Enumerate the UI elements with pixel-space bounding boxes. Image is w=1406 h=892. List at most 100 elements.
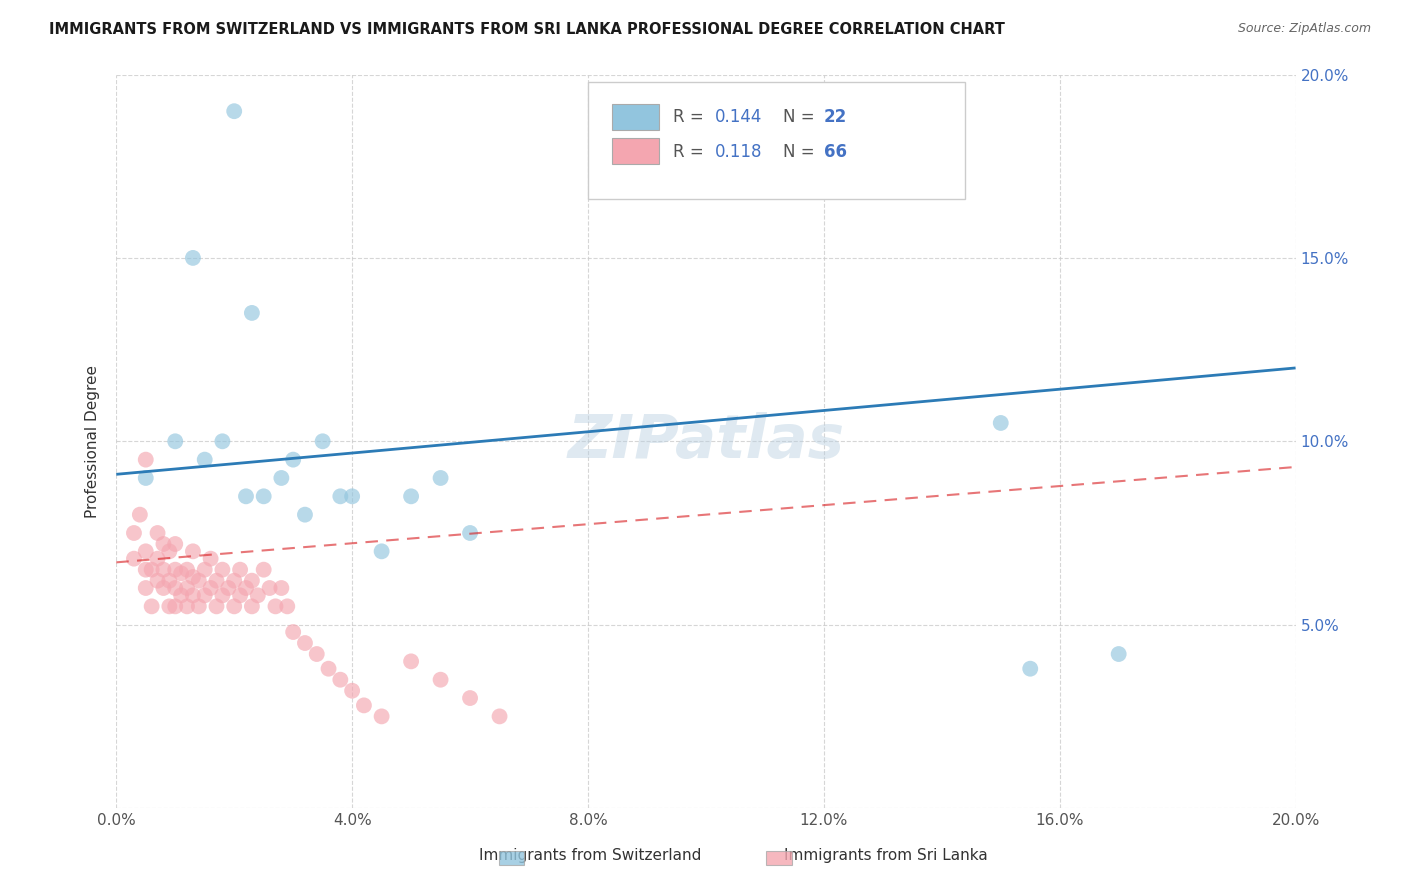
Point <box>194 563 217 577</box>
Point <box>135 471 157 485</box>
Text: 66: 66 <box>824 143 846 161</box>
Point <box>264 599 287 614</box>
Point <box>146 551 169 566</box>
Point <box>211 434 233 449</box>
Point <box>329 673 352 687</box>
Text: N =: N = <box>783 108 820 126</box>
Point <box>122 526 145 541</box>
Point <box>235 581 257 595</box>
Text: Immigrants from Sri Lanka: Immigrants from Sri Lanka <box>785 848 987 863</box>
Point <box>294 636 316 650</box>
Point <box>318 662 340 676</box>
Point <box>135 563 157 577</box>
Point <box>229 588 252 602</box>
Point <box>217 581 239 595</box>
Point <box>200 581 222 595</box>
Point <box>488 709 510 723</box>
Point <box>152 563 174 577</box>
Point <box>141 563 163 577</box>
Point <box>135 581 157 595</box>
Point <box>205 574 228 588</box>
Point <box>135 544 157 558</box>
Point <box>176 599 198 614</box>
Point <box>329 489 352 503</box>
Point <box>283 625 305 640</box>
Point <box>170 588 193 602</box>
Point <box>157 544 180 558</box>
Point <box>305 647 328 661</box>
Point <box>1019 662 1042 676</box>
Point <box>240 306 263 320</box>
Point <box>181 544 204 558</box>
Point <box>458 691 481 706</box>
Point <box>353 698 375 713</box>
Point <box>229 563 252 577</box>
Text: R =: R = <box>673 143 709 161</box>
Point <box>165 599 187 614</box>
Text: 22: 22 <box>824 108 846 126</box>
Point <box>253 489 276 503</box>
Text: Source: ZipAtlas.com: Source: ZipAtlas.com <box>1237 22 1371 36</box>
FancyBboxPatch shape <box>588 82 966 199</box>
Point <box>224 104 246 119</box>
Point <box>399 489 422 503</box>
Point <box>235 489 257 503</box>
Point <box>429 673 451 687</box>
Point <box>122 551 145 566</box>
Point <box>165 563 187 577</box>
Point <box>165 581 187 595</box>
Point <box>370 544 392 558</box>
Point <box>211 563 233 577</box>
FancyBboxPatch shape <box>612 103 659 129</box>
Point <box>128 508 150 522</box>
Point <box>157 574 180 588</box>
Point <box>146 574 169 588</box>
Point <box>224 574 246 588</box>
Point <box>200 551 222 566</box>
Text: 0.144: 0.144 <box>716 108 762 126</box>
Point <box>152 537 174 551</box>
Point <box>340 489 363 503</box>
Point <box>176 581 198 595</box>
Point <box>270 471 292 485</box>
Point <box>283 452 305 467</box>
Point <box>429 471 451 485</box>
Point <box>152 581 174 595</box>
Text: IMMIGRANTS FROM SWITZERLAND VS IMMIGRANTS FROM SRI LANKA PROFESSIONAL DEGREE COR: IMMIGRANTS FROM SWITZERLAND VS IMMIGRANT… <box>49 22 1005 37</box>
Point <box>165 537 187 551</box>
Point <box>294 508 316 522</box>
Point <box>253 563 276 577</box>
Text: N =: N = <box>783 143 820 161</box>
FancyBboxPatch shape <box>612 138 659 164</box>
Point <box>458 526 481 541</box>
Point <box>370 709 392 723</box>
Point <box>240 599 263 614</box>
Point <box>205 599 228 614</box>
Text: 0.118: 0.118 <box>716 143 763 161</box>
Point <box>146 526 169 541</box>
Point <box>181 570 204 584</box>
Point <box>165 434 187 449</box>
Point <box>181 251 204 265</box>
Point <box>187 599 209 614</box>
Point <box>170 566 193 581</box>
Point <box>340 683 363 698</box>
Point <box>187 574 209 588</box>
Point <box>194 452 217 467</box>
Point <box>240 574 263 588</box>
Point <box>135 452 157 467</box>
Point <box>1108 647 1130 661</box>
Point <box>311 434 333 449</box>
Point <box>399 654 422 668</box>
Point <box>276 599 298 614</box>
Point <box>176 563 198 577</box>
Point <box>246 588 269 602</box>
Point <box>270 581 292 595</box>
Point <box>990 416 1012 430</box>
Point <box>211 588 233 602</box>
Point <box>194 588 217 602</box>
Point <box>259 581 281 595</box>
Text: R =: R = <box>673 108 709 126</box>
Point <box>224 599 246 614</box>
Text: ZIPatlas: ZIPatlas <box>568 412 845 471</box>
